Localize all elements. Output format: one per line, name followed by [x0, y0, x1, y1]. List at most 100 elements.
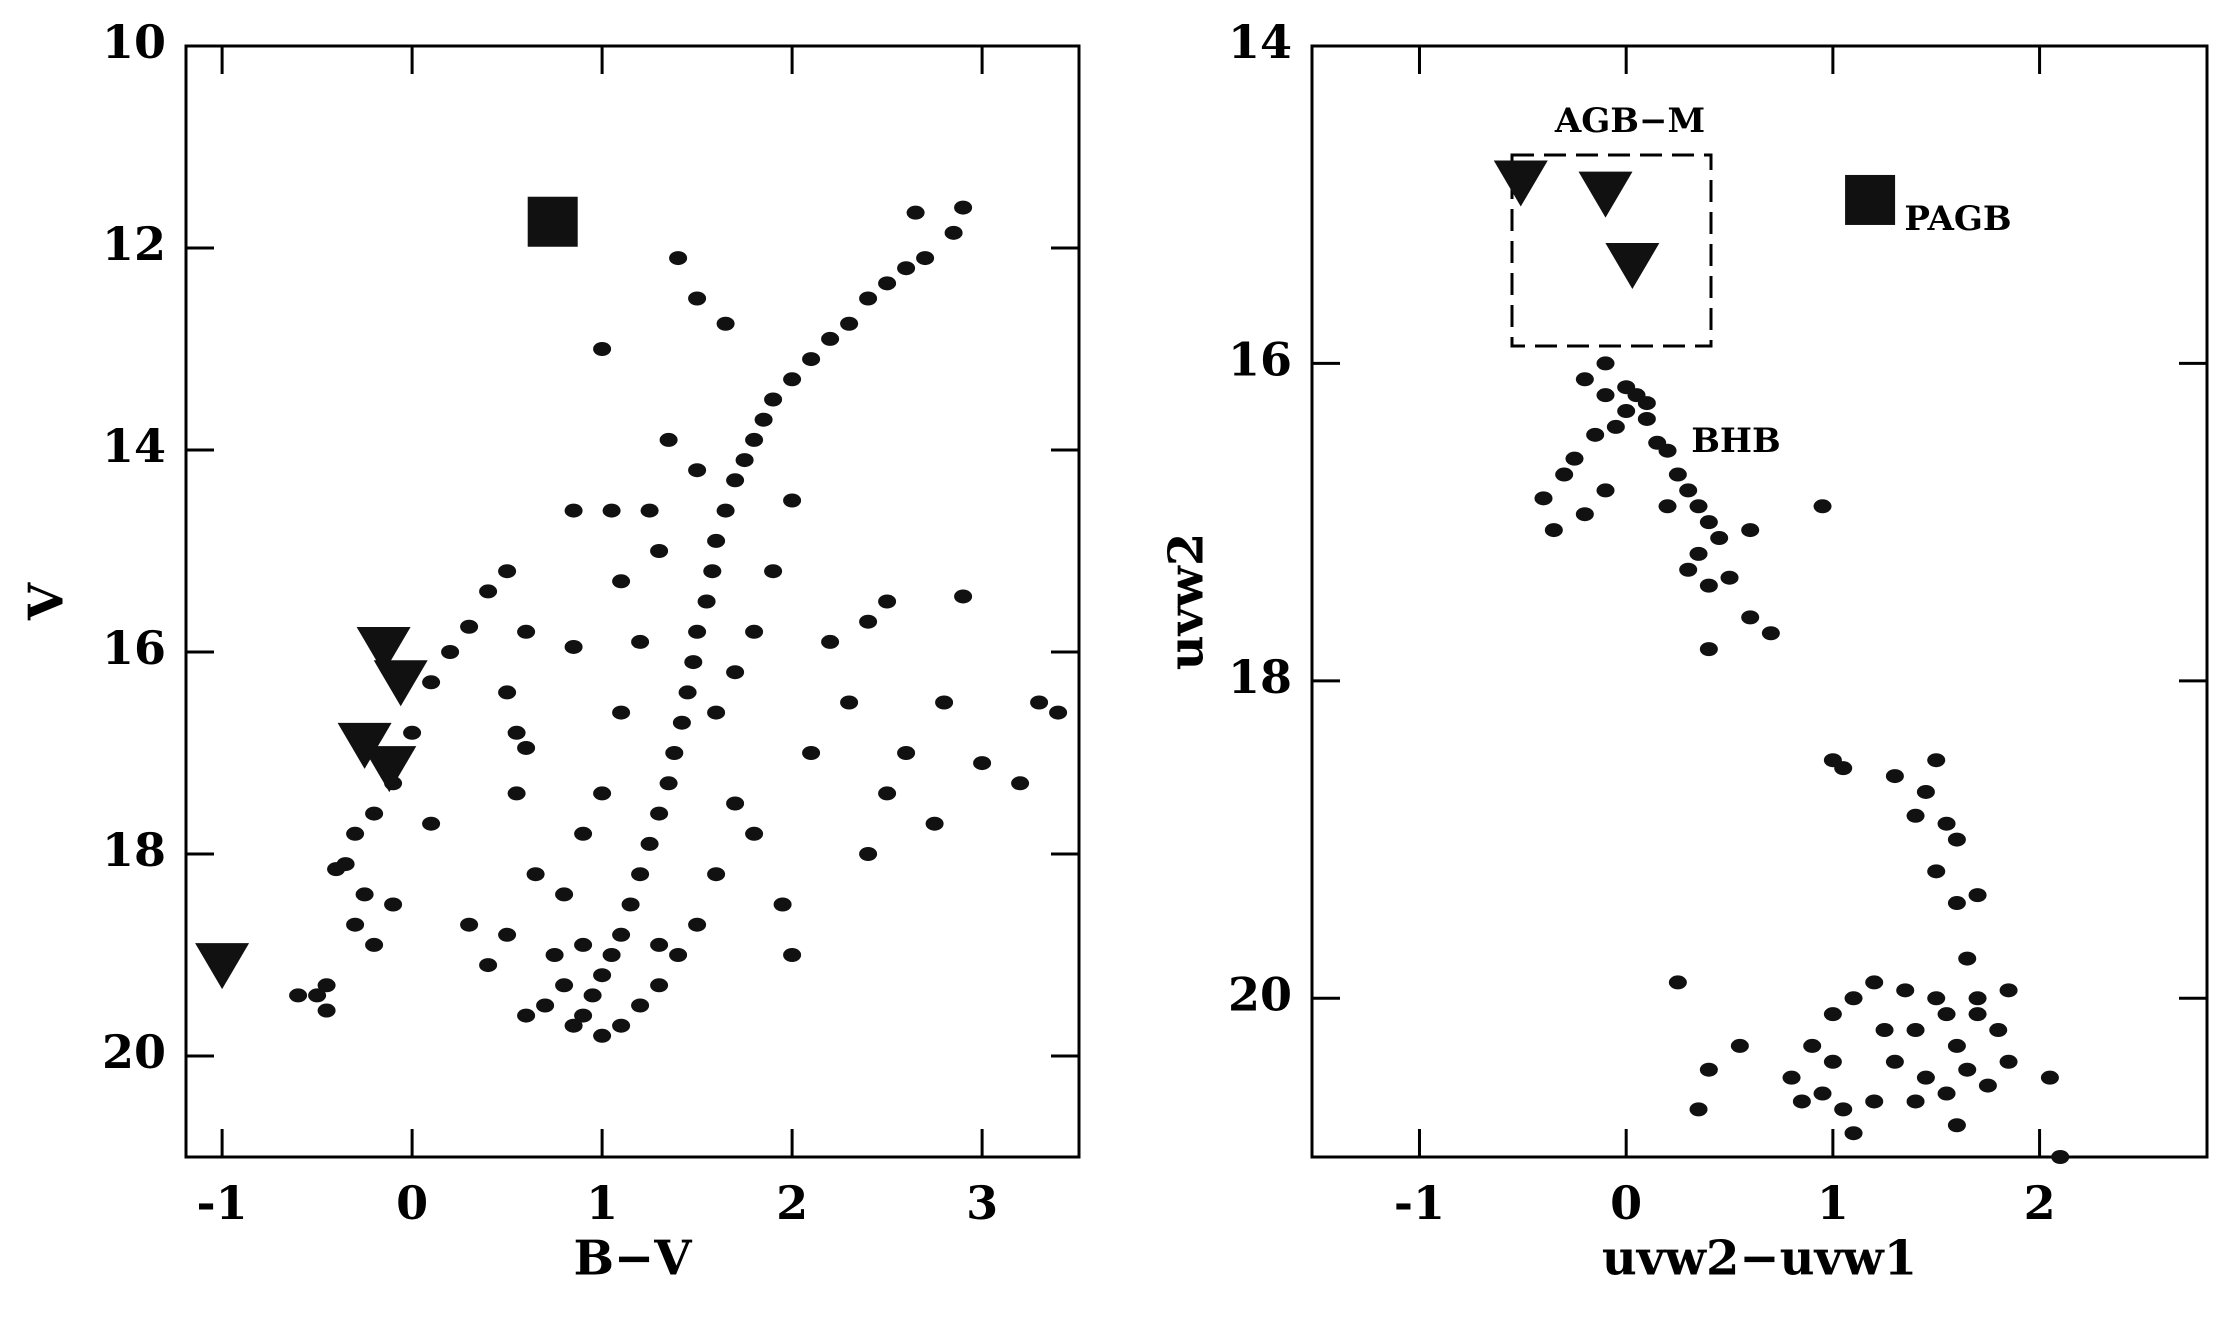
point — [327, 862, 346, 877]
point — [545, 948, 564, 962]
point — [659, 432, 678, 447]
point — [1916, 1070, 1935, 1085]
x-tick-label: 2 — [2024, 1176, 2056, 1230]
point — [422, 816, 441, 831]
point — [1596, 356, 1615, 371]
triangle-marker — [337, 722, 392, 769]
point — [669, 948, 688, 962]
point — [764, 564, 783, 579]
triangle-marker — [373, 660, 428, 707]
point — [678, 685, 697, 700]
x-axis-label: uvw2−uvw1 — [1602, 1231, 1917, 1287]
point — [688, 291, 707, 306]
point — [669, 251, 688, 266]
point — [859, 847, 878, 861]
point — [745, 624, 764, 639]
point — [707, 533, 726, 548]
point — [1689, 1102, 1708, 1117]
point — [1937, 816, 1956, 831]
point — [1906, 808, 1925, 823]
point — [1679, 483, 1698, 498]
y-tick-label: 18 — [102, 823, 166, 877]
point — [802, 352, 821, 367]
triangle-marker — [1493, 160, 1548, 207]
point — [650, 978, 669, 993]
point — [1782, 1070, 1801, 1085]
point — [1606, 419, 1625, 434]
point — [441, 645, 460, 659]
y-tick-label: 12 — [102, 217, 166, 271]
point — [593, 342, 612, 356]
point — [1617, 380, 1636, 395]
point — [365, 937, 384, 952]
triangle-marker — [1578, 171, 1633, 218]
point — [859, 614, 878, 629]
x-tick-label: -1 — [1394, 1176, 1445, 1230]
point — [1865, 1094, 1884, 1109]
point — [906, 205, 925, 220]
point — [688, 624, 707, 639]
triangle-marker — [1605, 243, 1660, 290]
point — [1596, 388, 1615, 403]
point — [517, 624, 536, 639]
point — [925, 816, 944, 831]
point — [1030, 695, 1049, 710]
point — [365, 806, 384, 821]
point — [1668, 975, 1687, 990]
point — [1834, 761, 1853, 776]
x-axis-label: B−V — [573, 1231, 692, 1287]
square-marker — [527, 196, 578, 247]
point — [973, 756, 992, 771]
point — [773, 897, 792, 912]
point — [1937, 1007, 1956, 1022]
point — [2051, 1150, 2070, 1164]
point — [1699, 642, 1718, 657]
point — [403, 725, 422, 740]
point — [1968, 888, 1987, 903]
point — [612, 1018, 631, 1033]
point — [479, 584, 498, 599]
point — [1937, 1086, 1956, 1101]
point — [954, 589, 973, 604]
point — [1823, 1007, 1842, 1022]
y-tick-label: 18 — [1228, 650, 1292, 704]
point — [346, 917, 365, 932]
x-tick-label: 1 — [586, 1176, 618, 1230]
point — [1565, 451, 1584, 466]
x-tick-label: 3 — [966, 1176, 998, 1230]
point — [1999, 983, 2018, 998]
point — [631, 998, 650, 1013]
annotation: PAGB — [1904, 199, 2011, 239]
point — [1761, 626, 1780, 641]
point — [1823, 1054, 1842, 1069]
point — [640, 503, 659, 518]
point — [1844, 1126, 1863, 1141]
point — [1555, 467, 1574, 482]
point — [555, 978, 574, 993]
x-tick-label: 0 — [1610, 1176, 1642, 1230]
point — [1844, 991, 1863, 1006]
point — [612, 927, 631, 942]
point — [1741, 610, 1760, 625]
point — [1803, 1038, 1822, 1053]
y-tick-label: 20 — [1228, 967, 1292, 1021]
point — [612, 574, 631, 589]
y-tick-label: 10 — [102, 15, 166, 69]
point — [2040, 1070, 2059, 1085]
annotation: AGB−M — [1554, 101, 1705, 141]
point — [878, 786, 897, 801]
point — [1699, 578, 1718, 593]
point — [707, 705, 726, 720]
point — [498, 564, 517, 579]
point — [1865, 975, 1884, 990]
x-tick-label: 1 — [1817, 1176, 1849, 1230]
point — [754, 412, 773, 427]
point — [498, 927, 517, 942]
x-tick-label: 2 — [776, 1176, 808, 1230]
point — [1968, 1007, 1987, 1022]
point — [564, 503, 583, 518]
point — [840, 316, 859, 331]
y-axis-label: uvw2 — [1159, 533, 1215, 671]
point — [517, 740, 536, 755]
